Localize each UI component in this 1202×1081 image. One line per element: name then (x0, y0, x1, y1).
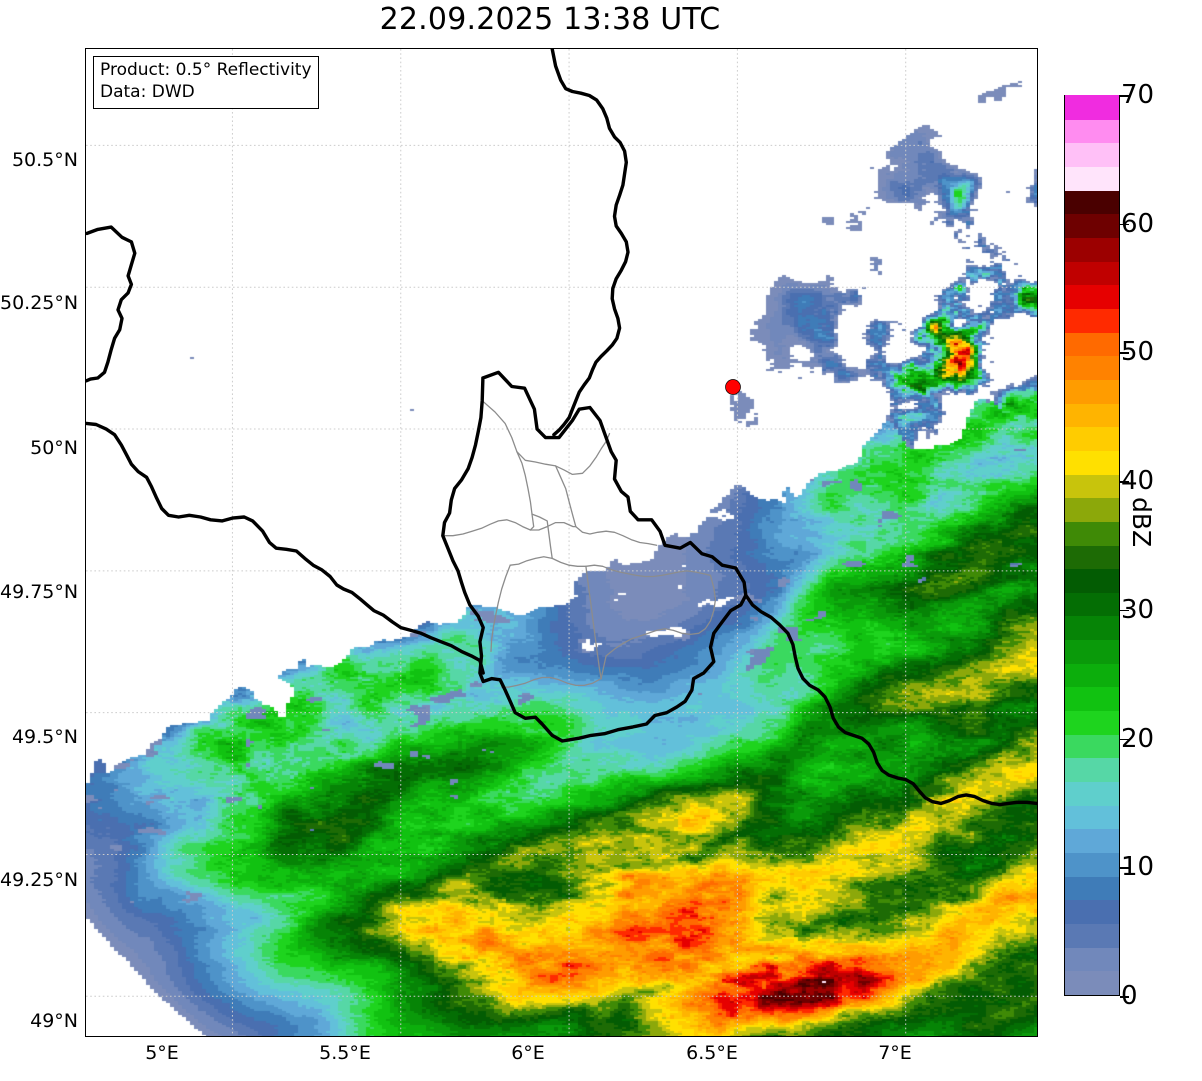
product-info-box: Product: 0.5° Reflectivity Data: DWD (93, 56, 319, 109)
colorbar-band-14 (1065, 639, 1119, 664)
colorbar-band-34 (1065, 165, 1119, 191)
colorbar-band-21 (1065, 473, 1119, 499)
colorbar-band-15 (1065, 615, 1119, 641)
colorbar-band-6 (1065, 828, 1119, 854)
colorbar-band-24 (1065, 402, 1119, 428)
colorbar-band-8 (1065, 781, 1119, 806)
colorbar-band-37 (1065, 94, 1119, 120)
colorbar (1064, 94, 1120, 996)
latitude-tick-2: 50°N (30, 437, 78, 459)
colorbar-band-13 (1065, 662, 1119, 688)
colorbar-tick-label-7: 70 (1121, 80, 1155, 110)
longitude-tick-4: 7°E (878, 1042, 912, 1064)
colorbar-band-4 (1065, 875, 1119, 901)
colorbar-band-33 (1065, 189, 1119, 215)
colorbar-tickmark-6 (1120, 223, 1129, 226)
colorbar-tick-label-6: 60 (1121, 208, 1155, 239)
latitude-tick-5: 49.25°N (0, 869, 79, 891)
data-source-label: Data: DWD (100, 81, 195, 102)
colorbar-tick-label-1: 10 (1121, 852, 1155, 883)
colorbar-tick-label-3: 30 (1121, 594, 1155, 625)
colorbar-band-18 (1065, 544, 1119, 570)
colorbar-band-25 (1065, 378, 1119, 404)
colorbar-tickmark-3 (1120, 609, 1129, 612)
colorbar-band-17 (1065, 568, 1119, 593)
colorbar-tickmark-5 (1120, 352, 1129, 355)
colorbar-tickmark-1 (1120, 867, 1129, 869)
longitude-tick-1: 5.5°E (319, 1042, 371, 1064)
longitude-tick-2: 6°E (511, 1042, 545, 1064)
product-label: Product: 0.5° Reflectivity (100, 60, 312, 80)
colorbar-unit-label: dBZ (1127, 497, 1156, 548)
colorbar-band-28 (1065, 307, 1119, 333)
colorbar-band-5 (1065, 851, 1119, 877)
colorbar-tick-label-4: 40 (1121, 466, 1155, 497)
colorbar-band-12 (1065, 686, 1119, 712)
colorbar-tickmark-4 (1120, 481, 1129, 483)
colorbar-tickmark-7 (1120, 95, 1129, 97)
colorbar-band-27 (1065, 331, 1119, 357)
colorbar-band-16 (1065, 591, 1119, 617)
radar-reflectivity-canvas (86, 49, 1037, 1036)
colorbar-band-9 (1065, 757, 1119, 783)
map-plot-area (85, 48, 1038, 1037)
page-title: 22.09.2025 13:38 UTC (379, 2, 721, 37)
colorbar-tickmark-2 (1120, 738, 1129, 741)
latitude-tick-3: 49.75°N (0, 581, 79, 603)
colorbar-band-11 (1065, 710, 1119, 735)
colorbar-band-19 (1065, 520, 1119, 546)
colorbar-band-2 (1065, 922, 1119, 948)
colorbar-tickmark-0 (1120, 996, 1129, 998)
colorbar-band-3 (1065, 899, 1119, 925)
colorbar-band-10 (1065, 733, 1119, 759)
latitude-tick-6: 49°N (30, 1010, 78, 1032)
colorbar-band-35 (1065, 142, 1119, 167)
colorbar-band-1 (1065, 946, 1119, 972)
colorbar-band-29 (1065, 284, 1119, 309)
colorbar-band-20 (1065, 497, 1119, 522)
colorbar-band-36 (1065, 118, 1119, 144)
longitude-tick-3: 6.5°E (686, 1042, 738, 1064)
colorbar-band-32 (1065, 213, 1119, 238)
latitude-tick-1: 50.25°N (0, 292, 79, 314)
colorbar-band-22 (1065, 449, 1119, 475)
colorbar-band-7 (1065, 804, 1119, 830)
longitude-tick-0: 5°E (145, 1042, 179, 1064)
colorbar-band-23 (1065, 426, 1119, 451)
colorbar-tick-label-5: 50 (1121, 337, 1155, 368)
latitude-tick-4: 49.5°N (11, 726, 78, 748)
colorbar-band-26 (1065, 355, 1119, 380)
colorbar-band-0 (1065, 970, 1119, 995)
colorbar-band-31 (1065, 236, 1119, 262)
colorbar-band-30 (1065, 260, 1119, 286)
colorbar-tick-label-0: 0 (1121, 981, 1138, 1011)
latitude-tick-0: 50.5°N (11, 149, 78, 171)
colorbar-tick-label-2: 20 (1121, 723, 1155, 754)
